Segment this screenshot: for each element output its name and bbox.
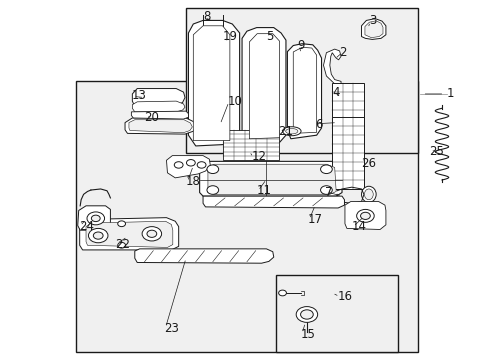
Polygon shape bbox=[78, 206, 110, 230]
Text: 16: 16 bbox=[337, 290, 352, 303]
Polygon shape bbox=[203, 196, 344, 208]
Text: 14: 14 bbox=[351, 220, 366, 233]
Polygon shape bbox=[135, 249, 273, 263]
Polygon shape bbox=[364, 21, 382, 38]
Circle shape bbox=[174, 162, 183, 168]
Ellipse shape bbox=[364, 189, 372, 200]
Polygon shape bbox=[242, 28, 285, 144]
Polygon shape bbox=[287, 44, 321, 139]
Polygon shape bbox=[129, 120, 192, 133]
Circle shape bbox=[206, 165, 218, 174]
Text: 2: 2 bbox=[339, 46, 346, 59]
Text: 5: 5 bbox=[266, 30, 273, 43]
Circle shape bbox=[118, 242, 125, 248]
Bar bbox=[331, 117, 363, 189]
Text: 8: 8 bbox=[203, 10, 210, 23]
Text: 17: 17 bbox=[307, 213, 322, 226]
Text: 22: 22 bbox=[115, 238, 130, 251]
Ellipse shape bbox=[282, 127, 301, 136]
Circle shape bbox=[91, 215, 100, 222]
Polygon shape bbox=[125, 118, 195, 134]
Text: 15: 15 bbox=[300, 328, 315, 341]
Circle shape bbox=[278, 290, 286, 296]
Text: 13: 13 bbox=[131, 89, 146, 102]
Circle shape bbox=[206, 186, 218, 194]
Circle shape bbox=[93, 232, 103, 239]
Polygon shape bbox=[132, 89, 184, 107]
Text: 25: 25 bbox=[428, 145, 443, 158]
Text: 7: 7 bbox=[325, 186, 332, 199]
Text: 19: 19 bbox=[222, 30, 237, 43]
Polygon shape bbox=[249, 34, 279, 139]
Circle shape bbox=[360, 212, 369, 220]
Polygon shape bbox=[86, 221, 172, 247]
Circle shape bbox=[118, 221, 125, 226]
Polygon shape bbox=[323, 49, 340, 85]
Ellipse shape bbox=[285, 129, 297, 134]
Polygon shape bbox=[344, 202, 385, 229]
Text: 18: 18 bbox=[185, 175, 201, 188]
Circle shape bbox=[320, 165, 331, 174]
Polygon shape bbox=[293, 47, 316, 134]
Polygon shape bbox=[132, 101, 184, 112]
Text: 12: 12 bbox=[251, 150, 266, 163]
Bar bbox=[276, 275, 397, 352]
Polygon shape bbox=[80, 218, 178, 250]
Text: 26: 26 bbox=[361, 157, 376, 170]
Text: 24: 24 bbox=[79, 220, 94, 233]
Text: 10: 10 bbox=[227, 95, 242, 108]
Bar bbox=[185, 8, 417, 153]
Text: 21: 21 bbox=[277, 125, 292, 138]
Circle shape bbox=[197, 162, 205, 168]
Circle shape bbox=[142, 226, 161, 241]
Circle shape bbox=[296, 307, 317, 322]
Polygon shape bbox=[193, 26, 229, 140]
Circle shape bbox=[186, 159, 195, 166]
Circle shape bbox=[300, 310, 313, 319]
Bar bbox=[76, 81, 417, 352]
Text: 6: 6 bbox=[315, 118, 322, 131]
Text: 9: 9 bbox=[297, 39, 304, 52]
Text: 4: 4 bbox=[331, 86, 339, 99]
Bar bbox=[222, 130, 278, 160]
Polygon shape bbox=[361, 19, 385, 40]
Bar bbox=[331, 83, 363, 146]
Circle shape bbox=[147, 230, 157, 237]
Polygon shape bbox=[199, 161, 341, 196]
Circle shape bbox=[320, 186, 331, 194]
Polygon shape bbox=[188, 21, 239, 146]
Text: 23: 23 bbox=[163, 322, 179, 335]
Polygon shape bbox=[166, 156, 210, 178]
Circle shape bbox=[88, 228, 108, 243]
Circle shape bbox=[87, 212, 104, 225]
Ellipse shape bbox=[361, 186, 375, 202]
Text: 3: 3 bbox=[368, 14, 375, 27]
Text: 11: 11 bbox=[256, 184, 271, 197]
Circle shape bbox=[356, 210, 373, 222]
Text: 20: 20 bbox=[144, 111, 159, 124]
Polygon shape bbox=[207, 164, 335, 194]
Text: 1: 1 bbox=[446, 87, 453, 100]
Polygon shape bbox=[131, 111, 188, 119]
